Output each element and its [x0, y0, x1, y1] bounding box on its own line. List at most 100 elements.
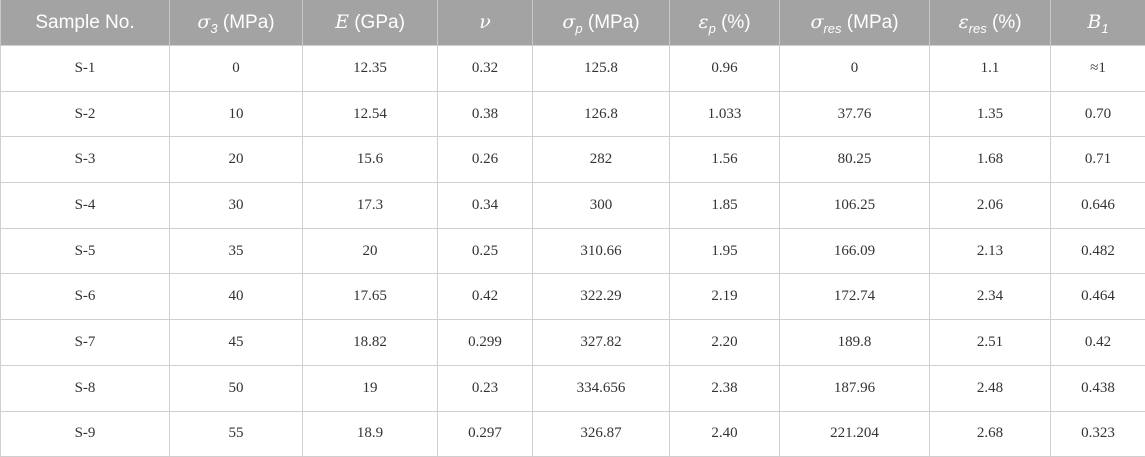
cell-epsilon-res: 2.48: [930, 365, 1051, 411]
cell-sigma-res: 80.25: [780, 137, 930, 183]
cell-epsilon-p: 2.38: [670, 365, 780, 411]
table-header-row: Sample No. σ3 (MPa) E (GPa) ν σp (MPa) ε…: [1, 0, 1145, 46]
cell-epsilon-p: 1.95: [670, 228, 780, 274]
cell-sigma-res: 0: [780, 46, 930, 92]
cell-sigma-p: 334.656: [533, 365, 670, 411]
cell-sigma3: 40: [170, 274, 303, 320]
cell-sigma3: 35: [170, 228, 303, 274]
cell-poisson-ratio: 0.38: [438, 91, 533, 137]
cell-sigma-res: 106.25: [780, 183, 930, 229]
cell-epsilon-res: 2.13: [930, 228, 1051, 274]
cell-poisson-ratio: 0.299: [438, 320, 533, 366]
cell-b1: 0.42: [1051, 320, 1145, 366]
cell-sigma-res: 172.74: [780, 274, 930, 320]
cell-sigma3: 50: [170, 365, 303, 411]
cell-e-modulus: 18.82: [303, 320, 438, 366]
header-e-modulus: E (GPa): [303, 0, 438, 46]
header-sigma3: σ3 (MPa): [170, 0, 303, 46]
header-epsilon-p: εp (%): [670, 0, 780, 46]
cell-b1: 0.482: [1051, 228, 1145, 274]
header-sigma-p: σp (MPa): [533, 0, 670, 46]
cell-epsilon-res: 1.35: [930, 91, 1051, 137]
header-epsilon-res: εres (%): [930, 0, 1051, 46]
cell-e-modulus: 12.54: [303, 91, 438, 137]
cell-e-modulus: 12.35: [303, 46, 438, 92]
cell-sample-no: S-4: [1, 183, 170, 229]
cell-sigma3: 20: [170, 137, 303, 183]
cell-poisson-ratio: 0.34: [438, 183, 533, 229]
cell-sigma-p: 300: [533, 183, 670, 229]
cell-sample-no: S-6: [1, 274, 170, 320]
cell-sample-no: S-5: [1, 228, 170, 274]
cell-sigma3: 10: [170, 91, 303, 137]
cell-epsilon-p: 0.96: [670, 46, 780, 92]
cell-sigma-p: 322.29: [533, 274, 670, 320]
cell-sigma-res: 37.76: [780, 91, 930, 137]
header-sigma-res: σres (MPa): [780, 0, 930, 46]
cell-sigma3: 0: [170, 46, 303, 92]
cell-sigma-p: 282: [533, 137, 670, 183]
cell-epsilon-res: 1.68: [930, 137, 1051, 183]
cell-b1: 0.70: [1051, 91, 1145, 137]
cell-e-modulus: 20: [303, 228, 438, 274]
cell-e-modulus: 17.65: [303, 274, 438, 320]
cell-sample-no: S-1: [1, 46, 170, 92]
cell-sample-no: S-3: [1, 137, 170, 183]
cell-poisson-ratio: 0.297: [438, 411, 533, 457]
header-b1: B1: [1051, 0, 1145, 46]
cell-epsilon-p: 1.85: [670, 183, 780, 229]
cell-epsilon-res: 2.34: [930, 274, 1051, 320]
cell-poisson-ratio: 0.25: [438, 228, 533, 274]
cell-epsilon-p: 2.20: [670, 320, 780, 366]
cell-epsilon-res: 1.1: [930, 46, 1051, 92]
cell-b1: 0.71: [1051, 137, 1145, 183]
cell-b1: 0.646: [1051, 183, 1145, 229]
cell-sigma3: 55: [170, 411, 303, 457]
cell-e-modulus: 15.6: [303, 137, 438, 183]
cell-sigma-res: 187.96: [780, 365, 930, 411]
cell-b1: 0.438: [1051, 365, 1145, 411]
cell-sample-no: S-8: [1, 365, 170, 411]
cell-e-modulus: 17.3: [303, 183, 438, 229]
cell-epsilon-p: 1.033: [670, 91, 780, 137]
cell-sigma-res: 221.204: [780, 411, 930, 457]
cell-sigma-p: 327.82: [533, 320, 670, 366]
cell-sample-no: S-7: [1, 320, 170, 366]
cell-sigma3: 45: [170, 320, 303, 366]
cell-sample-no: S-2: [1, 91, 170, 137]
header-poisson-ratio: ν: [438, 0, 533, 46]
cell-sample-no: S-9: [1, 411, 170, 457]
cell-epsilon-res: 2.68: [930, 411, 1051, 457]
cell-sigma-p: 310.66: [533, 228, 670, 274]
cell-b1: 0.464: [1051, 274, 1145, 320]
cell-poisson-ratio: 0.32: [438, 46, 533, 92]
cell-b1: ≈1: [1051, 46, 1145, 92]
cell-epsilon-p: 2.19: [670, 274, 780, 320]
cell-sigma-p: 125.8: [533, 46, 670, 92]
cell-sigma-p: 126.8: [533, 91, 670, 137]
cell-epsilon-res: 2.51: [930, 320, 1051, 366]
cell-b1: 0.323: [1051, 411, 1145, 457]
cell-poisson-ratio: 0.26: [438, 137, 533, 183]
header-sample-no: Sample No.: [1, 0, 170, 46]
cell-sigma3: 30: [170, 183, 303, 229]
cell-sigma-p: 326.87: [533, 411, 670, 457]
cell-sigma-res: 166.09: [780, 228, 930, 274]
cell-e-modulus: 19: [303, 365, 438, 411]
cell-e-modulus: 18.9: [303, 411, 438, 457]
cell-poisson-ratio: 0.23: [438, 365, 533, 411]
cell-epsilon-res: 2.06: [930, 183, 1051, 229]
cell-epsilon-p: 1.56: [670, 137, 780, 183]
cell-epsilon-p: 2.40: [670, 411, 780, 457]
